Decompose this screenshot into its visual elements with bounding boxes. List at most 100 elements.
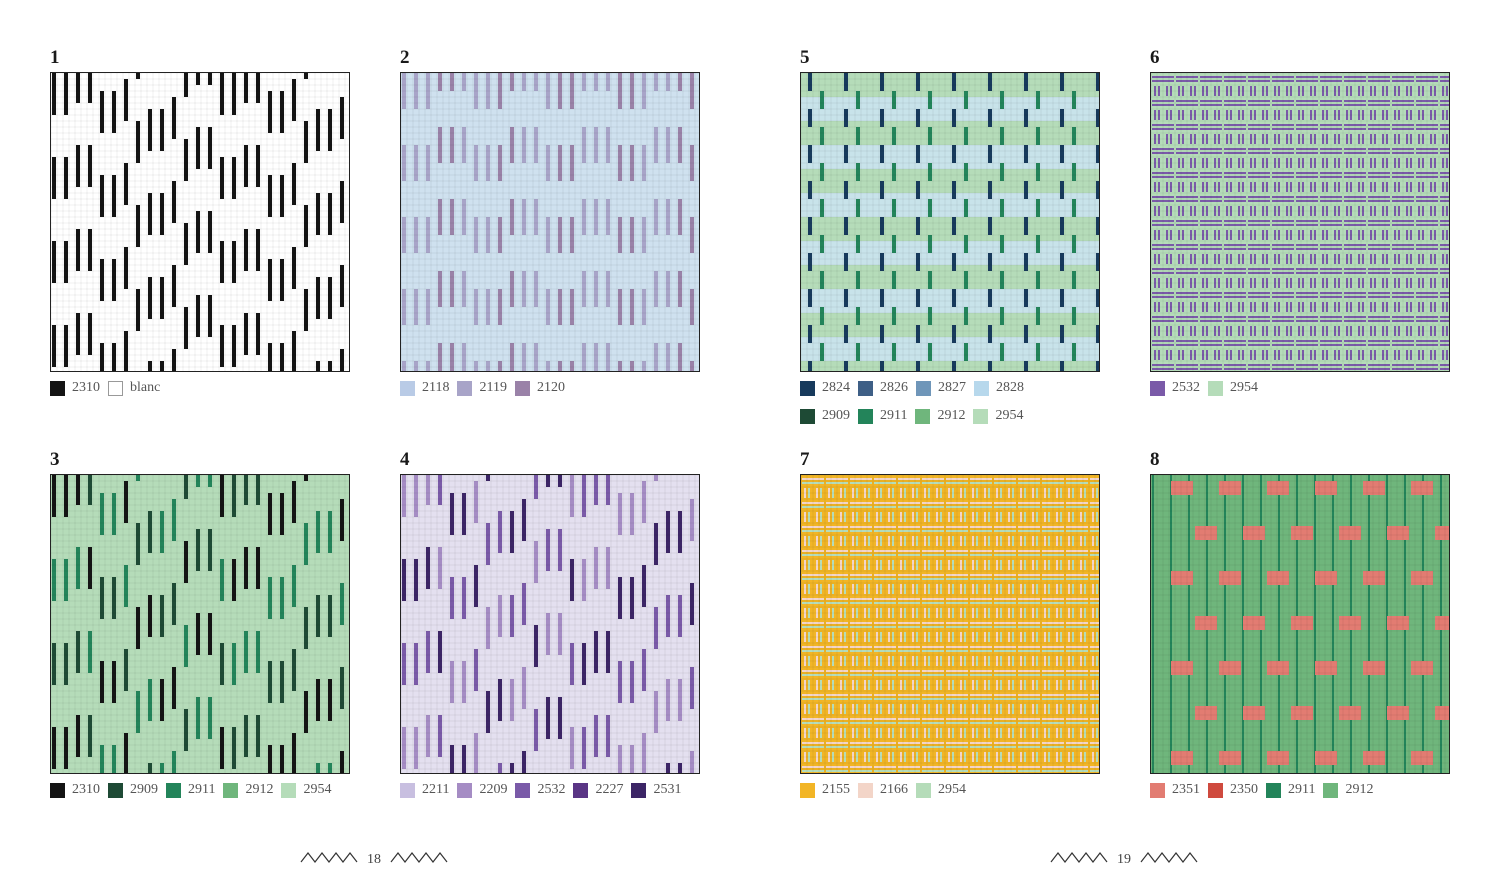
stitch [184,331,188,337]
stitch [928,349,932,355]
stitch [1000,307,1004,313]
stitch [340,187,344,193]
stitch [642,307,646,313]
stitch [570,571,574,577]
stitch [654,355,658,361]
stitch [594,637,598,643]
stitch [582,727,586,733]
stitch [594,751,598,757]
stitch [522,601,526,607]
stitch [558,85,562,91]
stitch [1418,326,1420,336]
stitch [1382,182,1384,192]
stitch [654,283,658,289]
stitch [64,589,68,595]
stitch [582,277,586,283]
stitch [64,733,68,739]
stitch [630,691,634,697]
stitch [292,487,296,493]
stitch [1346,278,1348,288]
stitch [208,703,212,709]
stitch [666,691,670,697]
stitch [1430,230,1432,240]
stitch [1206,278,1208,288]
stitch [1024,229,1028,235]
stitch [952,289,956,295]
stitch [1334,206,1336,216]
stitch [1302,302,1304,312]
stitch [1224,172,1246,174]
stitch [618,229,622,235]
stitch [244,721,248,727]
stitch [148,121,152,127]
stitch [1322,158,1324,168]
stitch [1200,340,1222,342]
stitch [1176,128,1198,130]
stitch [474,169,478,175]
stitch [808,79,812,85]
stitch [1200,152,1222,154]
stitch [172,763,176,769]
stitch [880,253,884,259]
stitch [570,289,574,295]
stitch [148,295,152,301]
stitch [522,499,526,505]
stitch [1362,302,1364,312]
stitch [1248,320,1270,322]
stitch [988,145,992,151]
stitch [402,757,406,763]
stitch [112,757,116,763]
stitch [1200,320,1222,322]
stitch [582,589,586,595]
stitch [594,205,598,211]
stitch [1024,181,1028,187]
stitch [1190,206,1192,216]
stitch [340,667,344,673]
stitch [570,169,574,175]
stitch [76,157,80,163]
stitch [1096,536,1098,546]
stitch [88,343,92,349]
stitch [232,241,236,247]
stitch [630,505,634,511]
stitch [1296,80,1318,82]
stitch [402,145,406,151]
stitch [328,289,332,295]
stitch [594,349,598,355]
stitch [1000,536,1002,546]
stitch [1224,344,1246,346]
stitch [208,559,212,565]
stitch [426,571,430,577]
stitch [402,235,406,241]
stitch [904,488,906,498]
stitch [232,511,236,517]
stitch [402,79,406,85]
stitch [1344,224,1366,226]
stitch [1178,230,1180,240]
stitch [630,589,634,595]
stitch [52,559,56,565]
stitch [256,715,260,721]
stitch [678,679,682,685]
stitch [1346,326,1348,336]
stitch [690,241,694,247]
stitch [292,175,296,181]
stitch [232,73,236,79]
stitch [184,175,188,181]
legend-item: 2532 [515,782,565,798]
stitch [630,175,634,181]
stitch [172,529,176,535]
stitch [136,643,140,649]
stitch [678,217,682,223]
stitch [148,229,152,235]
stitch [1194,350,1196,360]
stitch [402,751,406,757]
stitch [112,355,116,361]
stitch [268,511,272,517]
stitch [1218,278,1220,288]
stitch [414,667,418,673]
stitch [232,661,236,667]
stitch [498,157,502,163]
stitch [1176,320,1198,322]
stitch [1272,316,1294,318]
